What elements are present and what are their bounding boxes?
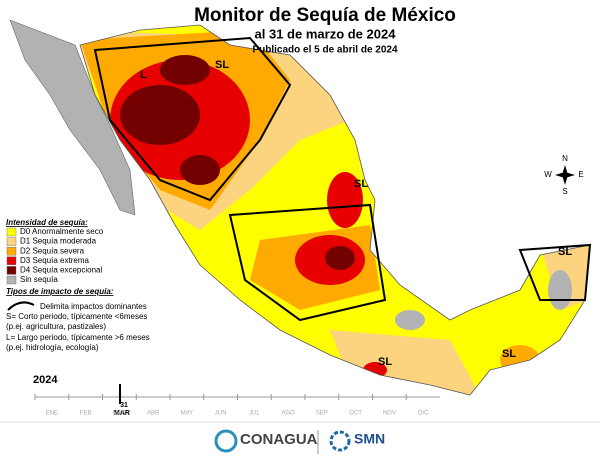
impact-line [7, 301, 35, 311]
timeline-month-label: MAR [113, 411, 127, 417]
legend-swatch [6, 237, 17, 246]
timeline-month-label: NOV [383, 411, 396, 417]
map-label: SL [502, 348, 516, 360]
compass-s: S [562, 187, 567, 196]
title: Monitor de Sequía de México [194, 5, 456, 26]
impact-title: Tipos de impacto de sequía: [6, 287, 114, 296]
legend-label: D2 Sequía severa [20, 246, 85, 255]
timeline-day: 31 [120, 402, 128, 409]
smn-logo: SMN [354, 431, 385, 447]
published: Publicado el 5 de abril de 2024 [252, 45, 397, 56]
timeline-month-label: DIC [418, 411, 429, 417]
timeline-month-label: JUL [249, 411, 260, 417]
impact-label: (p.ej. hidrología, ecología) [6, 343, 99, 352]
legend-label: Sin sequía [20, 275, 58, 284]
timeline-year: 2024 [33, 374, 58, 386]
timeline-month-label: FEB [80, 411, 92, 417]
timeline-month-label: SEP [316, 411, 328, 417]
legend-title: Intensidad de sequía: [6, 218, 88, 227]
legend-swatch [6, 246, 17, 256]
compass-n: N [562, 154, 568, 163]
conagua-logo: CONAGUA [240, 431, 318, 448]
impact-label: Delimita impactos dominantes [40, 302, 147, 311]
timeline-month-label: AGO [281, 411, 295, 417]
legend-swatch [6, 227, 17, 237]
legend-label: D3 Sequía extrema [20, 256, 89, 265]
timeline-month-label: MAY [181, 411, 194, 417]
legend-swatch [6, 275, 17, 285]
compass: N S E W [544, 154, 583, 196]
legend-label: D1 Sequía moderada [20, 237, 97, 246]
smn-icon [329, 430, 351, 452]
compass-e: E [578, 170, 583, 179]
timeline-month: MAR [114, 410, 130, 417]
impact-label: (p.ej. agricultura, pastizales) [6, 322, 106, 331]
map-label: SL [215, 59, 229, 71]
map-label: L [140, 69, 147, 81]
map-label: SL [558, 246, 572, 258]
map-label: SL [378, 356, 392, 368]
legend-label: D0 Anormalmente seco [20, 227, 104, 236]
subtitle: al 31 de marzo de 2024 [255, 26, 397, 41]
timeline-month-label: JUN [215, 411, 227, 417]
legend-label: D4 Sequía excepcional [20, 266, 103, 275]
legend-swatch [6, 256, 17, 265]
timeline-month-label: ENE [46, 411, 58, 417]
baja-california [9, 19, 136, 216]
impact-label: S= Corto periodo, típicamente <6meses [6, 312, 147, 321]
timeline-month-label: OCT [349, 411, 362, 417]
map-label: SL [354, 178, 368, 190]
conagua-icon [214, 429, 238, 453]
compass-w: W [544, 170, 552, 179]
impact-label: L= Largo periodo, típicamente >6 meses [6, 333, 150, 342]
timeline-month-label: ABR [147, 411, 160, 417]
legend-swatch [6, 266, 17, 275]
